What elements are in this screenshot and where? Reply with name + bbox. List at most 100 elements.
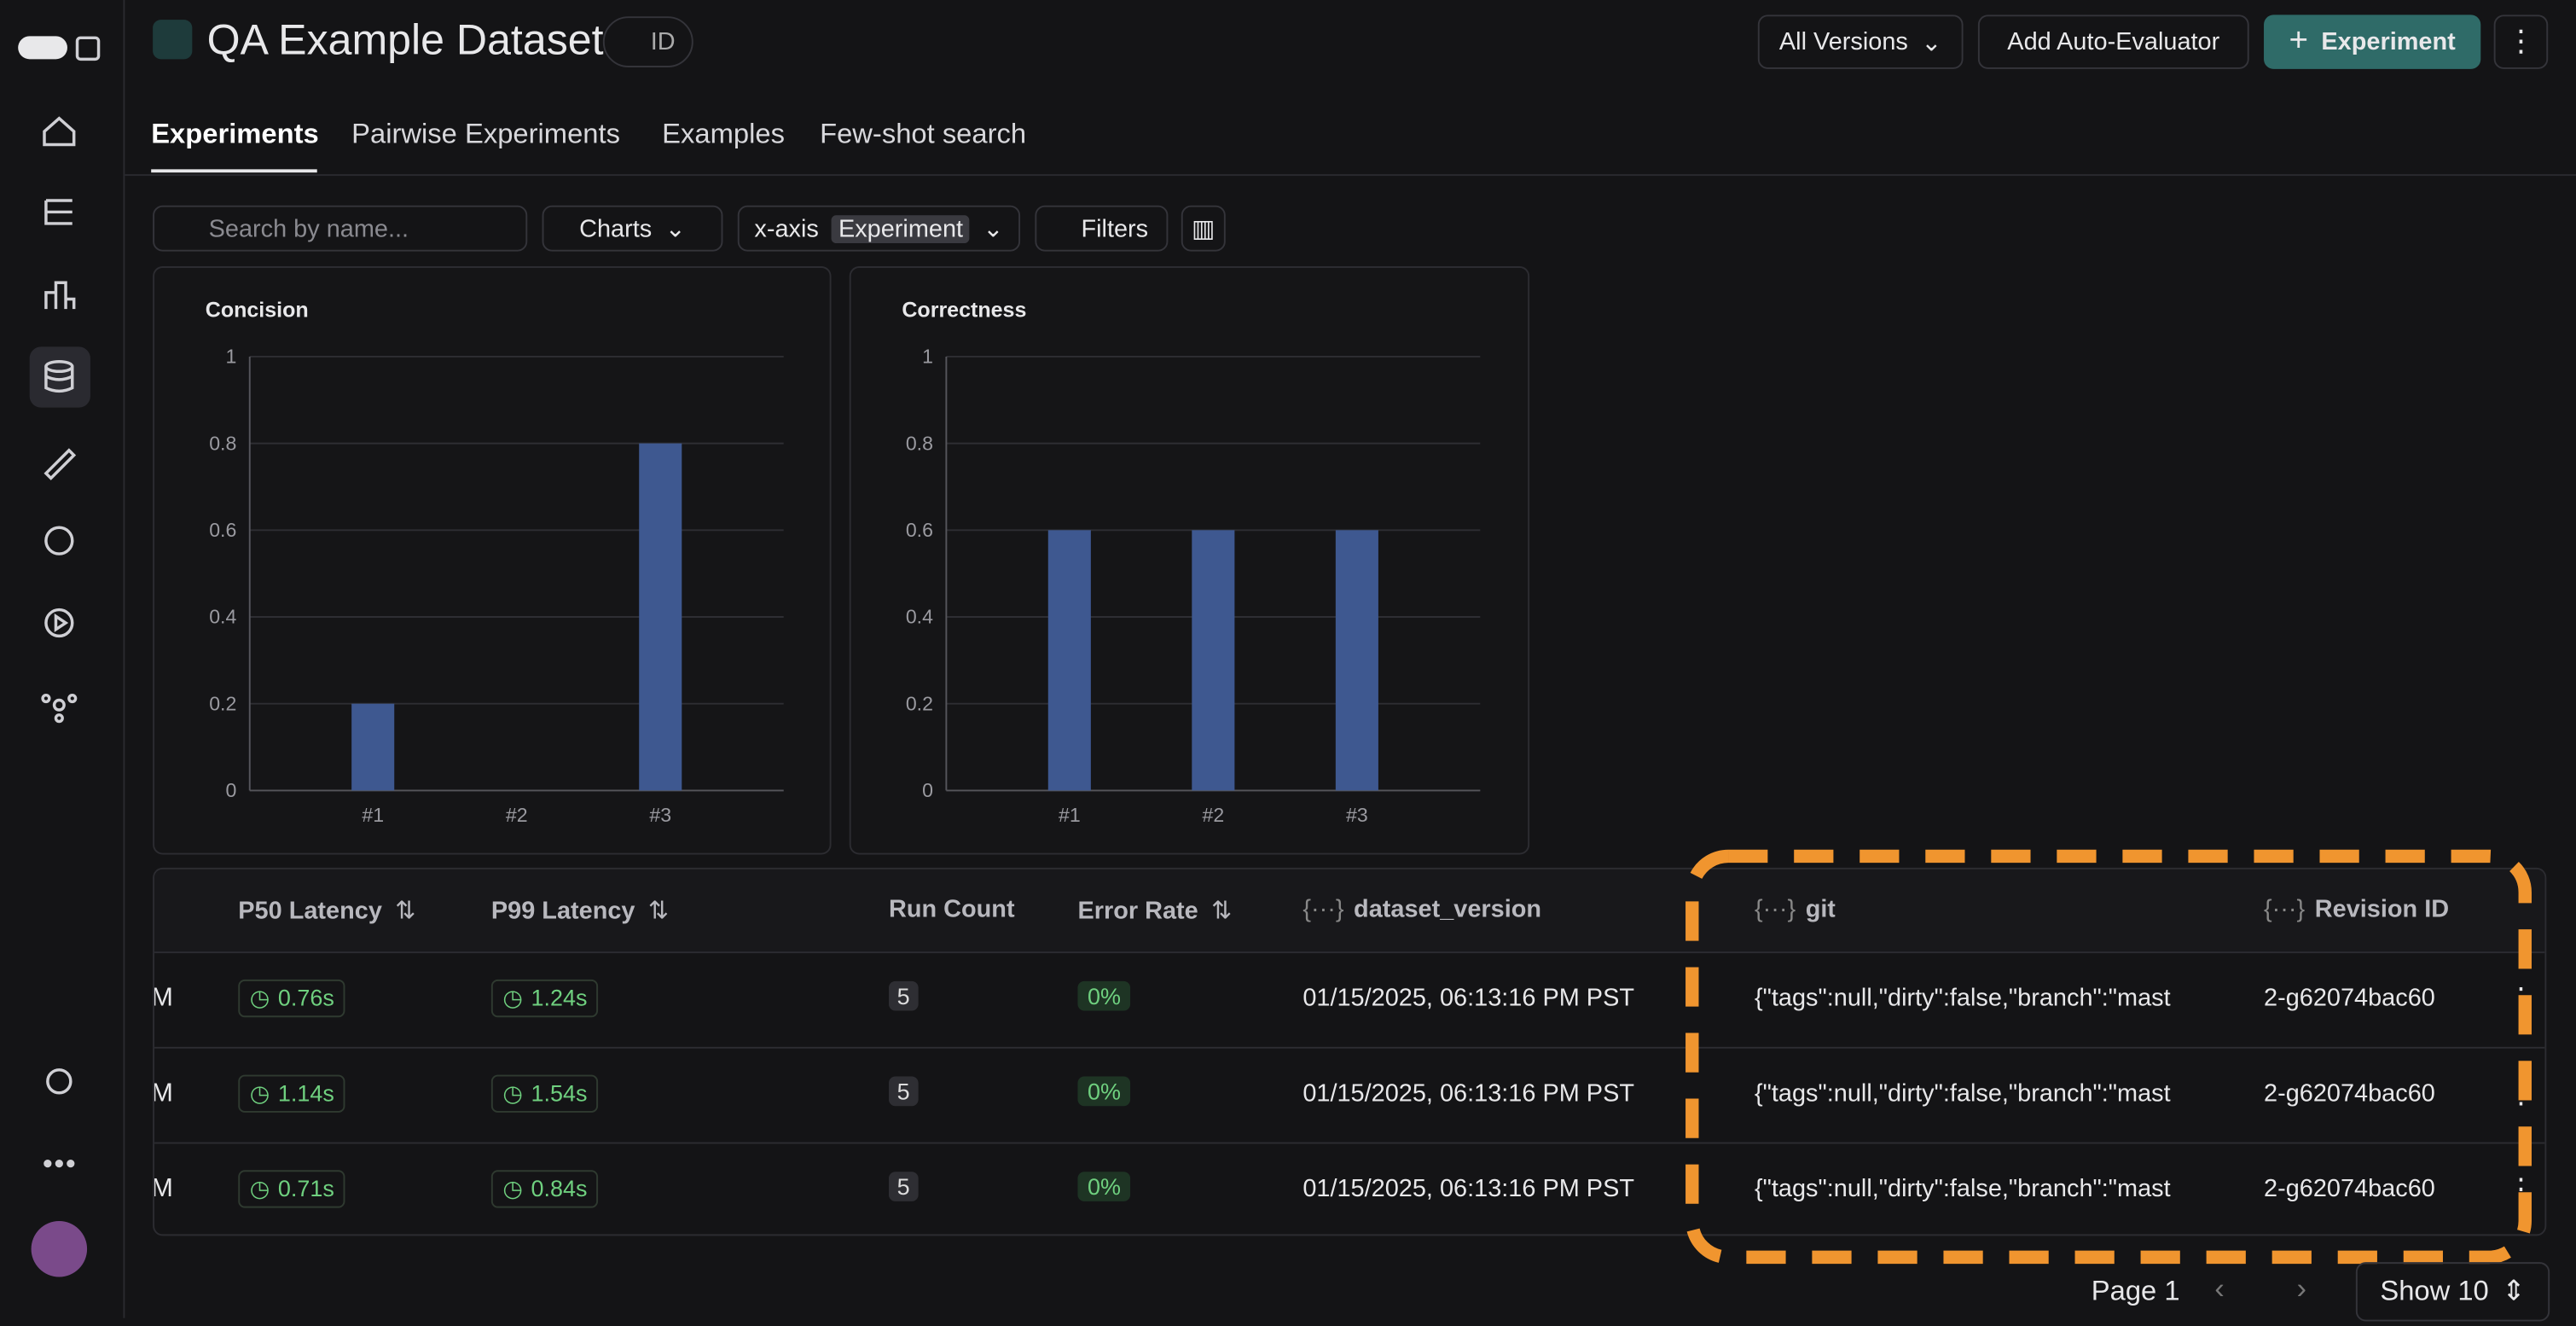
- tab[interactable]: Examples: [662, 118, 785, 150]
- chart-title: Concision: [206, 299, 309, 323]
- error-rate: 0%: [1077, 1172, 1131, 1201]
- clock-icon: ◷: [502, 984, 523, 1011]
- x-tick-label: #1: [1059, 804, 1081, 826]
- x-tick-label: #3: [649, 804, 671, 826]
- id-label: ID: [650, 27, 676, 56]
- experiments-table: P50 Latency ⇅ P99 Latency ⇅ Run Count Error R…: [153, 867, 2547, 1236]
- cell: M: [153, 1079, 173, 1108]
- prev-page[interactable]: ‹: [2214, 1271, 2225, 1306]
- page-size[interactable]: Show 10 ⇕: [2355, 1262, 2550, 1322]
- clock-icon: ◷: [502, 1175, 523, 1201]
- y-tick-label: 0.6: [209, 519, 236, 541]
- tab[interactable]: Experiments: [151, 118, 319, 150]
- x-axis-dropdown[interactable]: x-axis Experiment ⌄: [737, 205, 1021, 252]
- tab[interactable]: Pairwise Experiments: [351, 118, 620, 150]
- bar: [1335, 530, 1378, 791]
- dataset-icon: [153, 20, 193, 60]
- clock-icon: ◷: [502, 1079, 523, 1107]
- bar: [351, 703, 395, 791]
- cell: 2-g62074bac60: [2264, 1079, 2435, 1108]
- cell: M: [153, 1175, 173, 1203]
- latency-badge: ◷ 0.76s: [238, 979, 346, 1018]
- clock-icon: ◷: [249, 1175, 270, 1201]
- column-header-label: dataset_version: [1354, 895, 1542, 924]
- tab[interactable]: Few-shot search: [820, 118, 1027, 150]
- cell: 2-g62074bac60: [2264, 984, 2435, 1013]
- page-title: QA Example Dataset: [206, 15, 604, 65]
- latency-badge: ◷ 1.14s: [238, 1074, 346, 1113]
- id-button[interactable]: ID: [602, 16, 693, 67]
- column-header: {···} dataset_version: [1303, 896, 1541, 924]
- column-header: Error Rate ⇅: [1077, 896, 1232, 926]
- latency-badge: ◷ 1.54s: [490, 1074, 599, 1113]
- column-header: Run Count: [889, 896, 1015, 924]
- divider: [125, 174, 2576, 177]
- table-header-bg: [154, 869, 2545, 954]
- bar: [1047, 530, 1091, 791]
- run-count: 5: [888, 980, 919, 1011]
- error-rate: 0%: [1077, 980, 1131, 1011]
- y-tick-label: 0.8: [209, 432, 236, 454]
- y-tick-label: 1: [922, 346, 933, 368]
- error-rate: 0%: [1077, 1076, 1131, 1107]
- column-header: {···} git: [1755, 896, 1836, 924]
- column-header-label: Error Rate: [1077, 897, 1198, 926]
- json-icon: {···}: [2264, 895, 2306, 924]
- cell: {"tags":null,"dirty":false,"branch":"mas…: [1754, 1079, 2171, 1108]
- cell: M: [153, 984, 173, 1013]
- cell: 01/15/2025, 06:13:16 PM PST: [1303, 984, 1635, 1013]
- charts-button[interactable]: Charts ⌄: [542, 205, 723, 252]
- latency-value: 0.84s: [531, 1175, 588, 1201]
- tab-underline: [151, 169, 317, 173]
- latency-value: 0.71s: [277, 1175, 334, 1201]
- sidebar-icons: [18, 36, 101, 1277]
- latency-badge: ◷ 0.84s: [490, 1170, 599, 1208]
- x-tick-label: #2: [1202, 804, 1224, 826]
- add-evaluator-button[interactable]: Add Auto-Evaluator: [1977, 15, 2249, 69]
- json-icon: {···}: [1303, 895, 1344, 924]
- columns-button[interactable]: ▥: [1181, 205, 1226, 252]
- versions-label: All Versions: [1778, 27, 1908, 56]
- column-header-label: Revision ID: [2314, 895, 2450, 924]
- search-placeholder: Search by name...: [208, 214, 409, 243]
- latency-badge: ◷ 0.71s: [238, 1170, 346, 1208]
- cell: {"tags":null,"dirty":false,"branch":"mas…: [1754, 984, 2171, 1013]
- cell: 01/15/2025, 06:13:16 PM PST: [1303, 1175, 1635, 1203]
- search-input[interactable]: Search by name...: [153, 205, 528, 252]
- x-tick-label: #2: [506, 804, 528, 826]
- cell: 2-g62074bac60: [2264, 1175, 2435, 1203]
- more-button[interactable]: ⋮: [2493, 15, 2549, 69]
- highlight-box: [1685, 849, 2532, 1265]
- clock-icon: ◷: [249, 984, 270, 1011]
- column-header: {···} Revision ID: [2264, 896, 2449, 924]
- sort-icon: ⇅: [395, 897, 416, 926]
- x-tick-label: #1: [362, 804, 384, 826]
- column-header: P50 Latency ⇅: [238, 896, 415, 926]
- latency-value: 1.54s: [531, 1079, 588, 1107]
- column-header: P99 Latency ⇅: [491, 896, 669, 926]
- row-divider: [154, 1046, 2545, 1049]
- json-icon: {···}: [1754, 895, 1796, 924]
- chart-card: Concision 0 0.2 0.4 0.6 0.8 1 #1 #2 #3: [153, 266, 832, 855]
- sort-icon: ⇅: [647, 897, 670, 926]
- chart-card: Correctness 0 0.2 0.4 0.6 0.8 1 #1 #2 #3: [849, 266, 1530, 855]
- row-divider: [154, 1142, 2545, 1144]
- cell: 01/15/2025, 06:13:16 PM PST: [1303, 1079, 1635, 1108]
- experiment-button[interactable]: + Experiment: [2264, 15, 2481, 69]
- y-tick-label: 0.8: [906, 432, 933, 454]
- latency-value: 1.14s: [277, 1079, 334, 1107]
- bar: [1192, 530, 1235, 791]
- bar: [639, 443, 682, 791]
- versions-dropdown[interactable]: All Versions ⌄: [1757, 15, 1964, 69]
- charts-label: Charts: [579, 214, 653, 243]
- run-count: 5: [888, 1076, 919, 1107]
- column-header-label: P50 Latency: [238, 897, 382, 926]
- latency-value: 0.76s: [277, 984, 334, 1011]
- filters-button[interactable]: Filters: [1035, 205, 1169, 252]
- y-tick-label: 0.2: [906, 692, 933, 714]
- y-tick-label: 1: [225, 346, 236, 368]
- next-page[interactable]: ›: [2296, 1271, 2307, 1306]
- filters-label: Filters: [1081, 214, 1149, 243]
- clock-icon: ◷: [249, 1079, 270, 1107]
